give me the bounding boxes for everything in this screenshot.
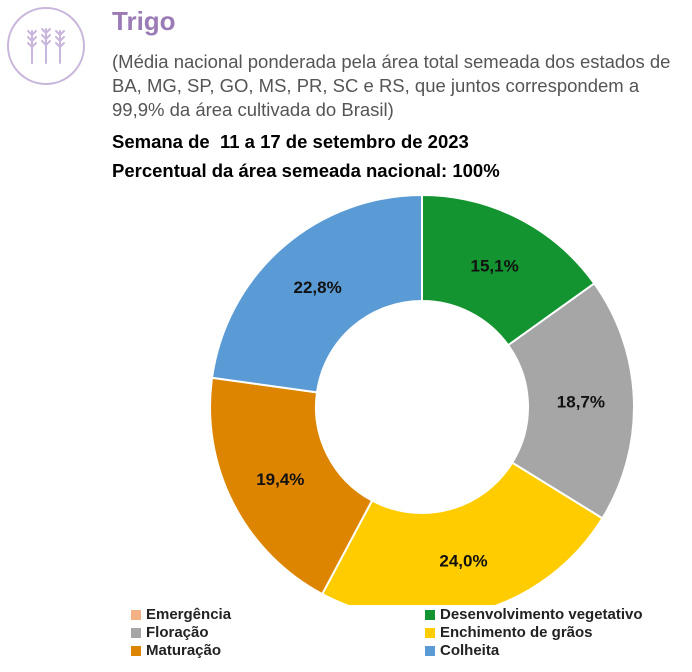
legend-item-2: Floração <box>131 624 209 641</box>
donut-slice-3 <box>320 461 604 605</box>
sown-area-label: Percentual da área semeada nacional: 100… <box>112 160 500 181</box>
legend-swatch-2 <box>131 627 141 638</box>
donut-chart: 15,1% 18,7% 24,0% 19,4% 22,8% <box>209 195 635 605</box>
donut-label-4: 19,4% <box>256 470 304 489</box>
donut-label-1: 15,1% <box>471 257 519 276</box>
legend-item-1: Desenvolvimento vegetativo <box>425 606 643 623</box>
legend-item-0: Emergência <box>131 606 231 623</box>
legend-label-4: Maturação <box>146 642 222 659</box>
legend-swatch-4 <box>131 645 141 656</box>
legend-swatch-5 <box>425 645 435 656</box>
donut-label-5: 22,8% <box>294 278 342 297</box>
legend-swatch-1 <box>425 609 435 620</box>
donut-slice-1 <box>421 195 596 347</box>
legend-label-5: Colheita <box>440 642 500 659</box>
legend-item-3: Enchimento de grãos <box>425 624 593 641</box>
donut-slice-5 <box>210 195 423 394</box>
legend-swatch-0 <box>131 609 141 620</box>
legend-label-0: Emergência <box>146 606 232 623</box>
legend-label-1: Desenvolvimento vegetativo <box>440 606 643 623</box>
page-subtitle: (Média nacional ponderada pela área tota… <box>112 51 671 120</box>
page-title: Trigo <box>112 6 176 36</box>
legend-item-4: Maturação <box>131 642 221 659</box>
donut-label-2: 18,7% <box>557 393 605 412</box>
legend-item-5: Colheita <box>425 642 499 659</box>
legend-label-3: Enchimento de grãos <box>440 624 593 641</box>
wheat-logo-icon <box>7 7 85 85</box>
week-label: Semana de 11 a 17 de setembro de 2023 <box>112 131 469 152</box>
legend-swatch-3 <box>425 627 435 638</box>
donut-slice-4 <box>209 376 374 596</box>
donut-label-3: 24,0% <box>439 551 487 570</box>
legend-label-2: Floração <box>146 624 209 641</box>
donut-slice-2 <box>506 282 635 520</box>
